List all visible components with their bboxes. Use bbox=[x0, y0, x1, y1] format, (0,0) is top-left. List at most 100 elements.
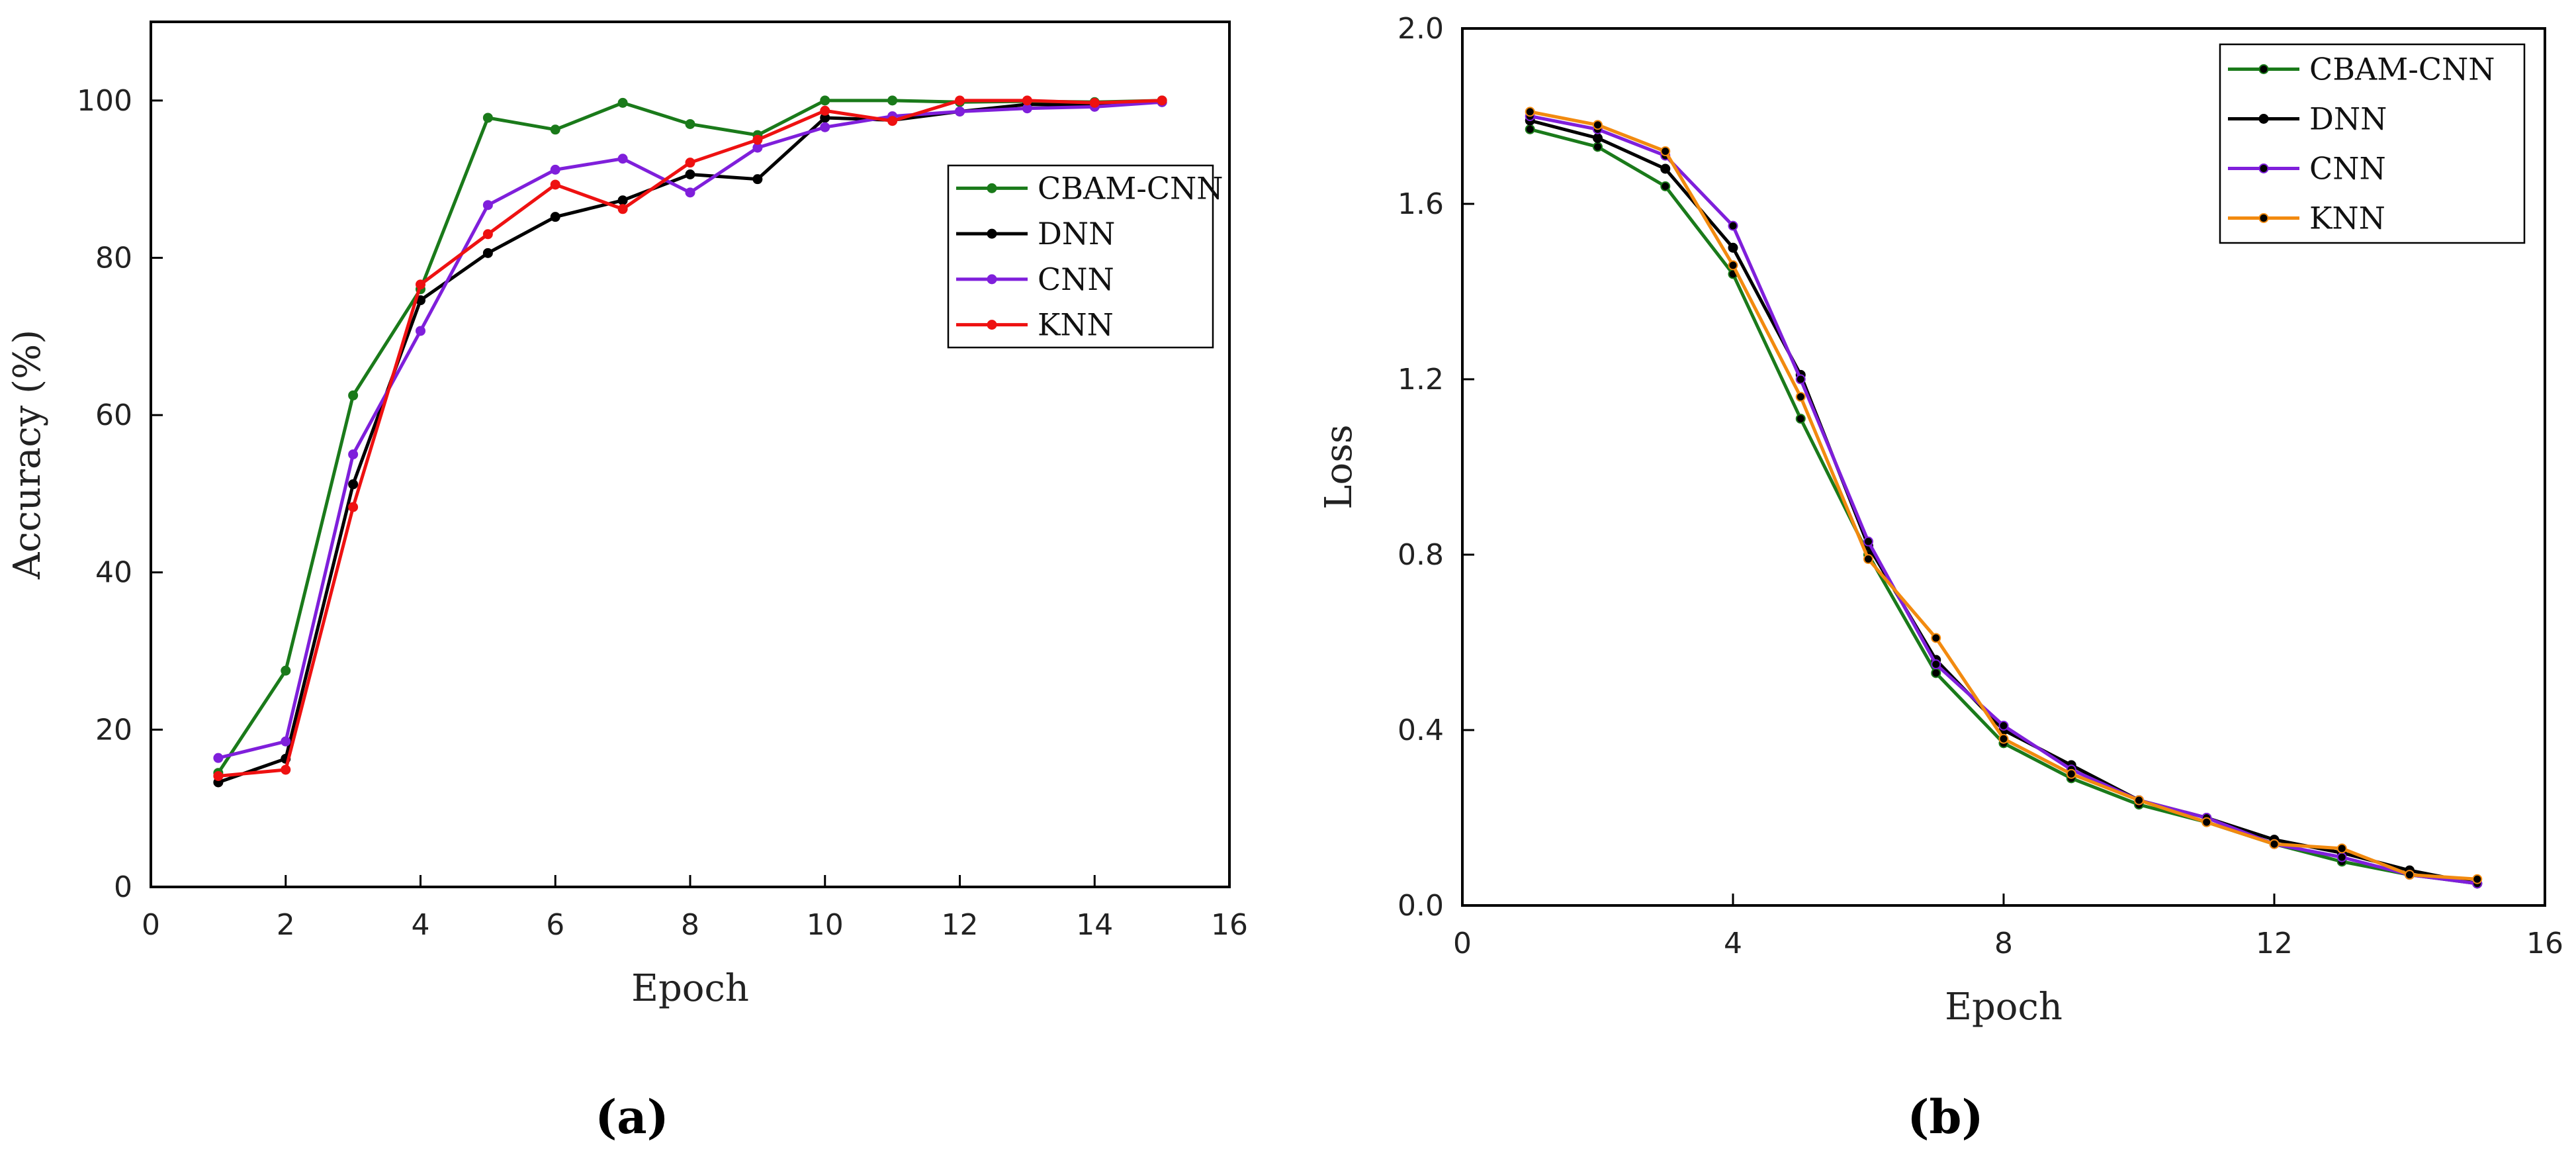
data-point-cnn bbox=[1728, 220, 1738, 231]
data-point-knn bbox=[1728, 260, 1738, 271]
data-point-knn bbox=[1863, 554, 1873, 565]
data-point-cnn bbox=[820, 122, 830, 132]
data-point-cbam-cnn bbox=[348, 390, 359, 400]
data-point-cnn bbox=[685, 187, 695, 198]
legend-swatch-marker bbox=[2258, 163, 2269, 173]
x-tick-label: 0 bbox=[142, 908, 160, 942]
data-point-cnn bbox=[416, 326, 425, 336]
y-tick-label: 1.6 bbox=[1398, 187, 1444, 221]
data-point-knn bbox=[1089, 97, 1100, 108]
legend-label: DNN bbox=[1038, 216, 1115, 252]
y-tick-label: 2.0 bbox=[1398, 12, 1444, 46]
data-point-cnn bbox=[2336, 852, 2347, 862]
data-point-cbam-cnn bbox=[1795, 414, 1806, 424]
x-tick-label: 2 bbox=[277, 908, 295, 942]
data-point-knn bbox=[550, 179, 560, 190]
data-point-knn bbox=[1593, 120, 1603, 130]
data-point-dnn bbox=[1593, 133, 1603, 144]
data-point-cbam-cnn bbox=[617, 97, 628, 108]
y-tick-label: 40 bbox=[95, 556, 132, 590]
data-point-knn bbox=[1795, 392, 1806, 402]
x-tick-label: 16 bbox=[2526, 927, 2563, 960]
data-point-cbam-cnn bbox=[887, 95, 898, 106]
y-tick-label: 60 bbox=[95, 398, 132, 432]
data-point-cnn bbox=[617, 154, 628, 164]
data-point-cbam-cnn bbox=[1660, 181, 1671, 191]
data-point-knn bbox=[348, 502, 359, 512]
chart-loss: 0 4 8 12 16 0.0 0.4 0.8 1.2 1.6 2.0 Epoch Loss CBAM-C… bbox=[1317, 12, 2563, 1144]
data-point-knn bbox=[2269, 839, 2280, 849]
x-tick-label: 12 bbox=[942, 908, 979, 942]
data-point-cnn bbox=[1998, 720, 2009, 731]
data-point-knn bbox=[820, 105, 830, 116]
data-point-knn bbox=[2336, 843, 2347, 854]
legend-label: KNN bbox=[1038, 307, 1114, 343]
data-point-cbam-cnn bbox=[1931, 668, 1941, 678]
x-tick-label: 8 bbox=[1994, 927, 2013, 960]
legend-swatch-marker bbox=[987, 274, 997, 285]
data-point-dnn bbox=[617, 195, 628, 206]
data-point-dnn bbox=[348, 479, 359, 490]
y-tick-label: 0.4 bbox=[1398, 714, 1444, 747]
x-tick-label: 0 bbox=[1453, 927, 1472, 960]
data-point-dnn bbox=[550, 212, 560, 222]
data-point-knn bbox=[2201, 817, 2212, 827]
data-point-cnn bbox=[550, 164, 560, 175]
data-point-knn bbox=[1157, 95, 1167, 106]
data-point-cnn bbox=[1863, 536, 1873, 547]
plot-frame bbox=[150, 21, 1231, 888]
data-point-cbam-cnn bbox=[482, 113, 493, 123]
data-point-dnn bbox=[752, 174, 763, 185]
x-tick-label: 12 bbox=[2256, 927, 2293, 960]
data-point-knn bbox=[955, 95, 965, 106]
data-point-knn bbox=[887, 116, 898, 126]
data-point-knn bbox=[2066, 768, 2076, 779]
y-tick-label: 0 bbox=[114, 870, 132, 904]
legend-label: CBAM-CNN bbox=[2309, 52, 2495, 87]
legend-swatch-marker bbox=[987, 320, 997, 330]
data-point-cnn bbox=[213, 753, 224, 763]
data-point-knn bbox=[2134, 795, 2144, 806]
data-point-cbam-cnn bbox=[1525, 124, 1535, 134]
data-point-cbam-cnn bbox=[820, 95, 830, 106]
data-point-cnn bbox=[482, 200, 493, 210]
data-point-cbam-cnn bbox=[685, 118, 695, 129]
data-point-cnn bbox=[1795, 374, 1806, 385]
data-point-knn bbox=[1660, 146, 1671, 156]
data-point-knn bbox=[2472, 874, 2483, 884]
panel-caption: (b) bbox=[1907, 1089, 1983, 1144]
y-tick-label: 1.2 bbox=[1398, 363, 1444, 396]
x-tick-label: 4 bbox=[412, 908, 430, 942]
data-point-knn bbox=[1022, 95, 1032, 106]
legend-label: CBAM-CNN bbox=[1038, 170, 1223, 206]
data-point-knn bbox=[1931, 633, 1941, 643]
data-point-dnn bbox=[482, 248, 493, 258]
x-tick-label: 8 bbox=[681, 908, 699, 942]
data-point-knn bbox=[1998, 733, 2009, 744]
panel-caption: (a) bbox=[595, 1089, 669, 1144]
y-axis-title: Loss bbox=[1317, 424, 1360, 509]
legend-swatch-marker bbox=[2258, 114, 2269, 124]
data-point-dnn bbox=[1660, 163, 1671, 174]
data-point-knn bbox=[685, 158, 695, 168]
data-point-knn bbox=[416, 279, 425, 290]
x-tick-label: 16 bbox=[1211, 908, 1248, 942]
data-point-knn bbox=[752, 134, 763, 145]
legend-label: CNN bbox=[2309, 151, 2386, 187]
data-point-knn bbox=[281, 764, 291, 775]
data-point-cbam-cnn bbox=[1593, 142, 1603, 152]
data-point-cnn bbox=[1931, 659, 1941, 670]
data-point-cnn bbox=[348, 449, 359, 459]
x-tick-label: 14 bbox=[1076, 908, 1113, 942]
legend-label: CNN bbox=[1038, 261, 1114, 297]
legend-swatch-marker bbox=[987, 228, 997, 239]
y-tick-label: 20 bbox=[95, 713, 132, 747]
data-point-knn bbox=[2405, 870, 2415, 880]
x-tick-label: 10 bbox=[807, 908, 844, 942]
data-point-knn bbox=[617, 204, 628, 214]
legend-swatch-marker bbox=[987, 183, 997, 193]
legend-box bbox=[947, 164, 1214, 349]
data-point-knn bbox=[1525, 107, 1535, 117]
legend-swatch-marker bbox=[2258, 213, 2269, 223]
